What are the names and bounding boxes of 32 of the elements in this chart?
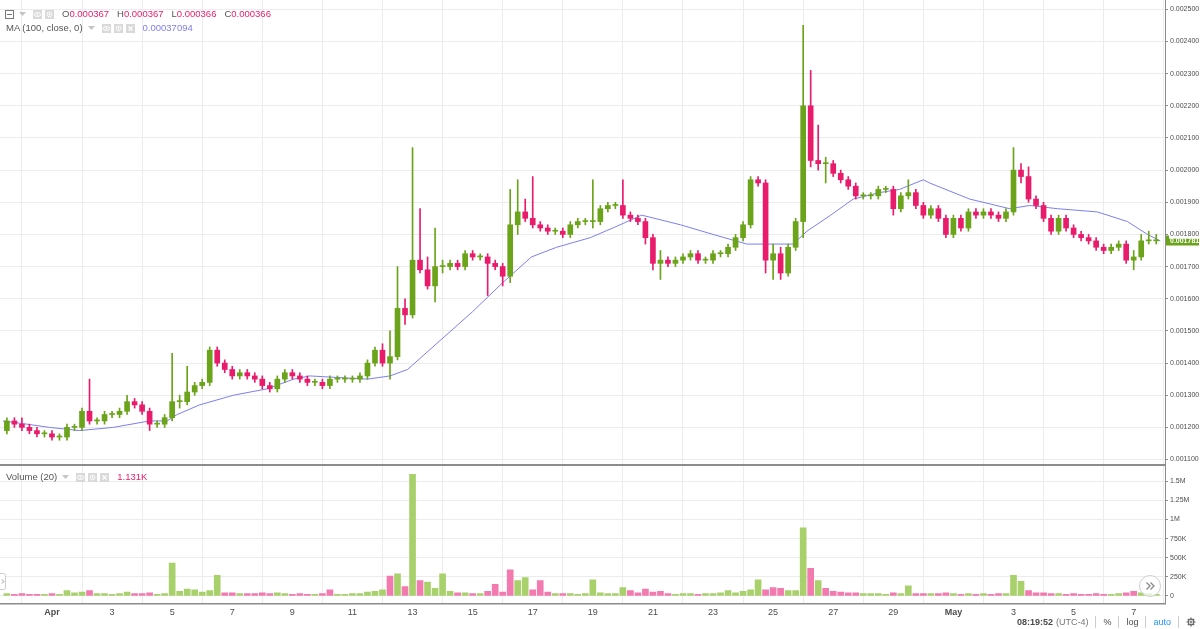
x-tick-label: 19: [587, 607, 598, 618]
x-tick-label: 21: [647, 607, 658, 618]
x-tick-label: 13: [407, 607, 418, 618]
text: log: [1118, 616, 1139, 628]
x-tick-label: 23: [708, 607, 719, 618]
annotation: C0.000366: [224, 8, 271, 20]
x-tick-label: 17: [527, 607, 538, 618]
x-tick-label: 7: [1131, 607, 1137, 618]
x-tick-label: 27: [828, 607, 839, 618]
x-tick-label: 3: [109, 607, 115, 618]
annotation: H0.000367: [117, 8, 164, 20]
x-tick-label: 25: [768, 607, 779, 618]
x-tick-label: 3: [1011, 607, 1017, 618]
text: 08:19:52: [1016, 616, 1053, 628]
x-tick-label: 29: [888, 607, 899, 618]
text: %: [1095, 616, 1112, 628]
x-tick-label: 9: [289, 607, 295, 618]
annotation: L0.000366: [171, 8, 217, 20]
x-tick-label: 11: [347, 607, 358, 618]
text: auto: [1145, 616, 1179, 628]
text: MA (100, close, 0): [6, 22, 83, 34]
x-tick-label: 5: [169, 607, 175, 618]
annotation: 0.00037094: [142, 22, 193, 34]
x-tick-label: Apr: [44, 607, 61, 618]
annotation: 1.131K: [117, 471, 148, 483]
x-tick-label: 7: [229, 607, 235, 618]
x-tick-label: May: [944, 607, 963, 618]
x-tick-label: 5: [1071, 607, 1077, 618]
x-tick-label: 15: [467, 607, 478, 618]
annotation: O0.000367: [62, 8, 110, 20]
text: (UTC-4): [1055, 616, 1089, 628]
text: Volume (20): [6, 471, 58, 483]
